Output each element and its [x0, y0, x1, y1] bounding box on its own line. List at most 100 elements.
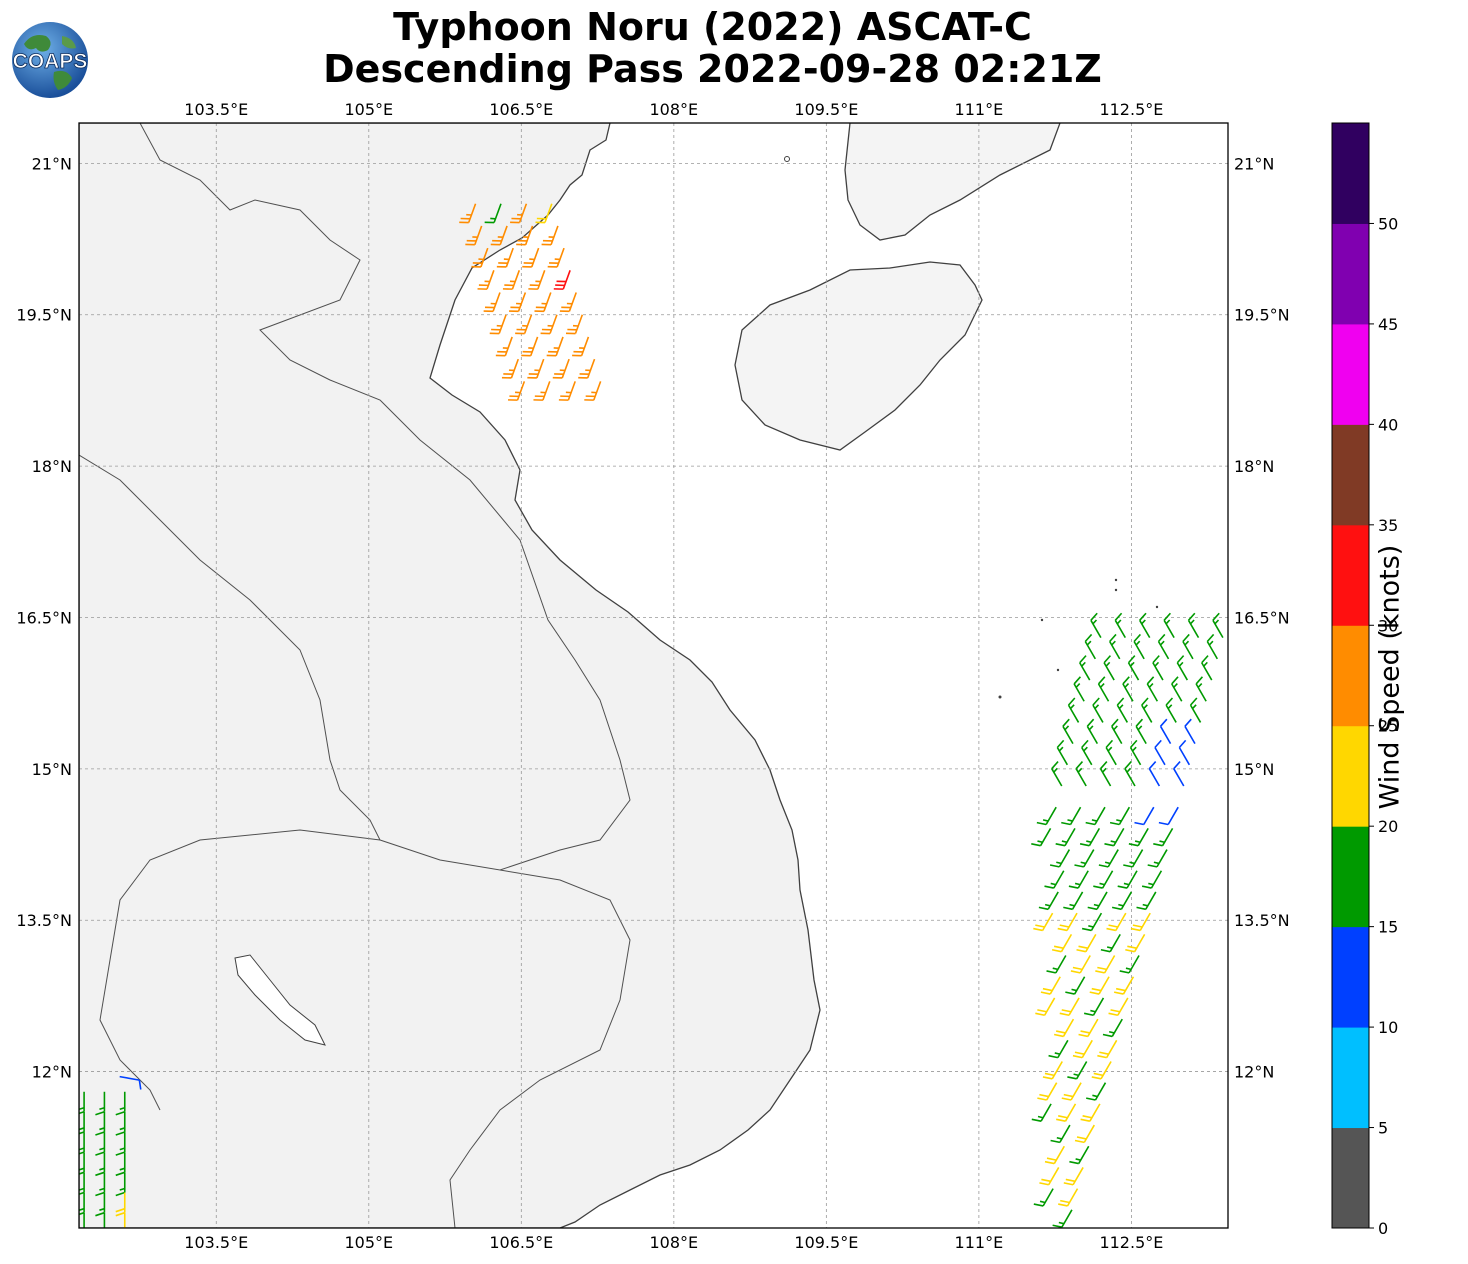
wind-barb — [1063, 1167, 1084, 1186]
wind-barb — [83, 1212, 85, 1228]
wind-barbs-layer — [79, 203, 1224, 1228]
wind-barb — [1103, 655, 1115, 681]
wind-barb — [1072, 1039, 1093, 1059]
wind-barb — [471, 247, 489, 268]
wind-barb — [1212, 612, 1224, 639]
wind-barb — [584, 381, 602, 401]
wind-barb — [1069, 1145, 1090, 1165]
wind-barb — [115, 1152, 126, 1177]
wind-barb — [1040, 976, 1061, 995]
wind-barb — [1111, 718, 1123, 745]
wind-barb — [1092, 697, 1104, 723]
wind-barb — [510, 203, 528, 224]
lon-tick-label-bottom: 112.5°E — [1099, 1233, 1163, 1252]
wind-barb — [1097, 676, 1110, 702]
wind-barb — [547, 247, 565, 268]
wind-barb — [95, 1172, 106, 1197]
lat-tick-label-right: 15°N — [1234, 760, 1274, 779]
title-line-1: Typhoon Noru (2022) ASCAT-C — [393, 5, 1032, 49]
wind-barb — [527, 358, 545, 379]
wind-barb — [1157, 633, 1170, 660]
wind-barb — [1052, 1209, 1073, 1228]
wind-barb — [558, 381, 576, 401]
wind-barb — [1049, 849, 1071, 868]
wind-barb — [95, 1111, 106, 1136]
wind-barb — [1085, 806, 1106, 826]
wind-barb — [1074, 849, 1095, 868]
colorbar-segment — [1332, 725, 1369, 827]
wind-barb — [1139, 612, 1151, 639]
wind-barb — [1128, 827, 1149, 847]
wind-barb — [1102, 1018, 1123, 1038]
wind-barb — [1079, 827, 1101, 847]
wind-barb — [1163, 612, 1175, 639]
colorbar-tick-label: 10 — [1378, 1018, 1398, 1037]
lat-tick-label-left: 21°N — [32, 154, 72, 173]
wind-barb — [490, 225, 508, 246]
lat-tick-label-left: 16.5°N — [16, 608, 72, 627]
wind-barb — [1134, 806, 1155, 826]
wind-barb — [1135, 718, 1147, 745]
wind-barb — [1038, 891, 1059, 911]
colorbar-tick-label: 50 — [1378, 214, 1398, 233]
wind-barb — [1057, 912, 1078, 932]
wind-barb — [103, 1212, 106, 1228]
colorbar-tick-label: 30 — [1378, 616, 1398, 635]
wind-barb — [1036, 806, 1057, 826]
wind-barb — [115, 1192, 126, 1217]
lon-tick-label-top: 105°E — [344, 100, 393, 119]
wind-barb — [1081, 739, 1093, 766]
wind-barb — [1084, 633, 1096, 660]
wind-barb — [1178, 739, 1191, 766]
wind-barb — [552, 358, 570, 379]
wind-barb — [1058, 1188, 1079, 1207]
wind-barb — [1141, 870, 1163, 889]
lat-tick-label-left: 18°N — [32, 457, 72, 476]
wind-barb — [1189, 697, 1202, 723]
lon-tick-label-top: 103.5°E — [184, 100, 248, 119]
wind-barb — [1048, 1039, 1069, 1059]
wind-barb — [1206, 633, 1219, 660]
wind-barb — [1109, 633, 1121, 660]
wind-barb — [1171, 676, 1183, 702]
lat-tick-label-left: 13.5°N — [16, 911, 72, 930]
wind-barb — [1100, 933, 1121, 953]
wind-barb — [1141, 697, 1153, 723]
wind-barb — [565, 314, 584, 335]
wind-barb — [1031, 1103, 1052, 1122]
colorbar-segment — [1332, 926, 1369, 1028]
colorbar-segment — [1332, 323, 1369, 425]
wind-barb — [459, 203, 477, 224]
lon-tick-label-top: 109.5°E — [794, 100, 858, 119]
wind-barb — [95, 1091, 106, 1116]
lat-tick-label-right: 16.5°N — [1234, 608, 1290, 627]
lat-tick-label-right: 18°N — [1234, 457, 1274, 476]
wind-barb — [1065, 976, 1086, 995]
colorbar-tick-label: 20 — [1378, 817, 1398, 836]
wind-barb — [1046, 955, 1067, 974]
wind-barb — [1165, 697, 1177, 723]
wind-barb — [1111, 891, 1133, 911]
colorbar-segment — [1332, 826, 1369, 928]
country-border — [449, 869, 631, 1228]
wind-barb — [1173, 761, 1185, 787]
page-title: Typhoon Noru (2022) ASCAT-C Descending P… — [0, 6, 1425, 90]
lat-tick-label-right: 12°N — [1234, 1063, 1274, 1082]
wind-barb — [1035, 997, 1056, 1017]
wind-barb — [465, 225, 483, 246]
wind-barb — [1091, 1061, 1112, 1080]
wind-barb — [1086, 1082, 1107, 1101]
lat-tick-label-left: 19.5°N — [16, 306, 72, 325]
lon-tick-label-top: 111°E — [955, 100, 1004, 119]
wind-barb — [1159, 718, 1172, 745]
wind-barb — [1039, 1167, 1060, 1186]
lon-tick-label-bottom: 105°E — [344, 1233, 393, 1252]
wind-barb — [1129, 739, 1142, 766]
wind-barb — [1109, 806, 1131, 826]
wind-barb — [495, 336, 513, 357]
wind-barb — [1147, 849, 1168, 868]
wind-barb — [1136, 891, 1157, 911]
wind-barb — [1093, 870, 1114, 889]
lon-tick-label-top: 106.5°E — [489, 100, 553, 119]
